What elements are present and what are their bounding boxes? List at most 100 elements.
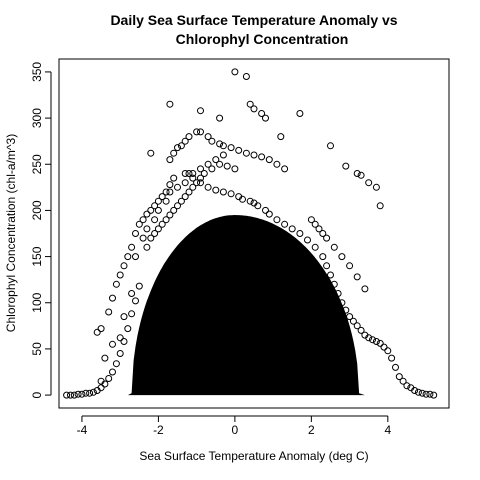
data-point xyxy=(239,195,246,203)
data-point xyxy=(288,225,296,233)
data-point xyxy=(223,162,231,170)
data-point xyxy=(197,174,204,182)
data-point xyxy=(147,234,155,242)
data-point xyxy=(116,350,124,357)
data-point xyxy=(430,391,438,399)
data-point xyxy=(189,170,197,177)
chart-title-line-1: Daily Sea Surface Temperature Anomaly vs xyxy=(110,12,397,28)
data-point xyxy=(212,156,220,164)
data-point xyxy=(139,234,147,242)
data-point xyxy=(177,197,185,205)
data-point xyxy=(246,100,254,108)
data-point xyxy=(388,354,396,362)
y-tick-label: 300 xyxy=(30,108,44,128)
data-point xyxy=(166,156,174,164)
data-point xyxy=(120,313,128,321)
data-point xyxy=(399,377,407,385)
data-point xyxy=(143,225,151,233)
data-point xyxy=(311,220,319,228)
data-point xyxy=(158,193,166,201)
data-point xyxy=(372,338,380,345)
dense-core-area xyxy=(127,215,365,396)
data-point xyxy=(369,336,376,344)
data-point xyxy=(151,216,159,224)
data-point xyxy=(349,317,357,325)
data-point xyxy=(174,144,181,152)
data-point xyxy=(128,290,136,297)
data-point xyxy=(151,230,159,237)
data-point xyxy=(181,193,189,201)
data-point xyxy=(357,171,365,179)
data-point xyxy=(242,73,250,80)
data-point xyxy=(181,179,189,187)
data-point xyxy=(319,230,327,237)
data-point xyxy=(403,382,411,390)
data-point xyxy=(277,133,285,141)
data-point xyxy=(216,160,224,168)
data-point xyxy=(273,216,281,224)
data-point xyxy=(197,128,204,136)
data-point xyxy=(327,142,334,150)
data-point xyxy=(392,363,399,371)
data-point xyxy=(93,328,101,336)
data-point xyxy=(265,210,273,218)
data-point xyxy=(63,391,71,399)
data-point xyxy=(208,137,216,145)
data-point xyxy=(170,206,178,214)
y-axis-label: Chlorophyl Concentration (chl-a/m^3) xyxy=(4,134,18,332)
data-point xyxy=(189,183,197,191)
data-point xyxy=(82,389,90,397)
data-point xyxy=(262,206,269,214)
data-point xyxy=(231,68,239,76)
data-point xyxy=(174,202,181,210)
data-point xyxy=(112,280,120,288)
data-point xyxy=(120,338,128,345)
y-tick-label: 0 xyxy=(30,391,44,398)
data-point xyxy=(365,334,373,342)
data-point xyxy=(185,170,193,177)
data-point xyxy=(342,162,350,170)
data-point xyxy=(174,183,181,191)
data-point xyxy=(170,149,178,157)
data-point xyxy=(254,202,262,210)
data-point xyxy=(105,308,113,316)
data-point xyxy=(97,325,105,333)
data-point xyxy=(414,388,422,396)
data-point xyxy=(380,343,388,351)
data-point xyxy=(330,243,338,251)
plot-frame xyxy=(58,58,450,409)
data-point xyxy=(323,262,331,270)
data-point xyxy=(338,253,346,261)
data-point xyxy=(361,285,369,293)
data-point xyxy=(365,179,373,187)
data-point xyxy=(246,197,254,205)
data-point xyxy=(296,110,304,117)
data-point xyxy=(166,181,174,189)
data-point xyxy=(197,179,204,187)
data-point xyxy=(78,390,86,398)
data-point xyxy=(384,347,392,355)
data-point xyxy=(353,170,361,177)
data-point xyxy=(109,294,116,302)
data-point xyxy=(197,107,204,115)
data-point xyxy=(281,165,289,173)
data-point xyxy=(147,206,155,214)
data-point xyxy=(170,174,178,182)
dense-point-cluster xyxy=(127,215,365,396)
data-point xyxy=(353,322,361,330)
x-tick-label: -2 xyxy=(153,423,164,437)
data-point xyxy=(132,297,139,305)
data-point xyxy=(74,390,82,398)
data-point xyxy=(219,151,227,159)
data-point xyxy=(265,156,273,164)
data-point xyxy=(154,225,162,233)
data-point xyxy=(177,142,185,150)
data-point xyxy=(193,179,201,187)
data-point xyxy=(135,220,143,228)
y-tick-label: 150 xyxy=(30,246,44,266)
data-point xyxy=(304,236,311,244)
y-tick-label: 350 xyxy=(30,62,44,82)
data-point xyxy=(135,282,143,290)
data-point xyxy=(181,137,189,145)
